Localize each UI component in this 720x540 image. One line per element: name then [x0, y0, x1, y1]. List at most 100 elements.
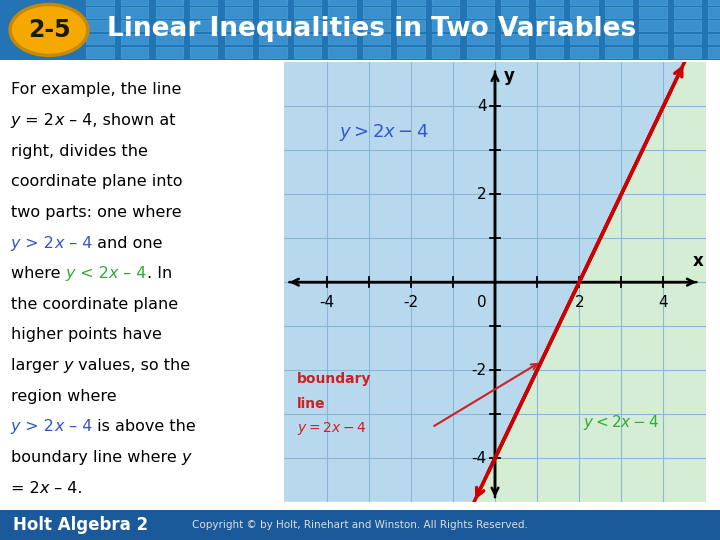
Text: 0: 0 [477, 295, 487, 310]
Bar [190, 33, 217, 44]
Bar [467, 7, 494, 18]
Text: coordinate plane into: coordinate plane into [11, 174, 182, 190]
Bar [190, 21, 217, 31]
Text: – 4, shown at: – 4, shown at [63, 113, 175, 128]
Text: – 4: – 4 [63, 420, 92, 434]
Bar [536, 47, 563, 58]
Bar [86, 47, 114, 58]
Text: y: y [66, 266, 75, 281]
Bar [536, 0, 563, 5]
Bar [86, 7, 114, 18]
Bar [501, 0, 528, 5]
Text: x: x [54, 420, 63, 434]
Bar [397, 21, 425, 31]
Bar [708, 7, 720, 18]
Bar [156, 33, 183, 44]
Bar [674, 47, 701, 58]
Bar [328, 0, 356, 5]
Bar [432, 7, 459, 18]
Text: x: x [40, 481, 49, 496]
Bar [432, 47, 459, 58]
Bar [225, 33, 252, 44]
Text: -2: -2 [403, 295, 418, 310]
Text: is above the: is above the [92, 420, 196, 434]
Bar [639, 7, 667, 18]
Bar [259, 7, 287, 18]
Bar [570, 0, 598, 5]
Bar [363, 47, 390, 58]
Bar [501, 47, 528, 58]
Text: $y < 2x - 4$: $y < 2x - 4$ [583, 414, 660, 433]
Text: boundary line where: boundary line where [11, 450, 181, 465]
Text: higher points have: higher points have [11, 327, 162, 342]
Bar [674, 21, 701, 31]
Bar [467, 47, 494, 58]
Text: two parts: one where: two parts: one where [11, 205, 181, 220]
Bar [708, 0, 720, 5]
Text: values, so the: values, so the [73, 358, 190, 373]
Bar [501, 21, 528, 31]
Bar [294, 21, 321, 31]
Bar [156, 7, 183, 18]
Text: y: y [11, 420, 20, 434]
Text: y: y [504, 68, 515, 85]
Bar [121, 0, 148, 5]
Bar [674, 7, 701, 18]
Bar [363, 7, 390, 18]
Bar [156, 21, 183, 31]
Bar [328, 33, 356, 44]
Bar [259, 21, 287, 31]
Bar [536, 21, 563, 31]
Bar [570, 21, 598, 31]
Text: – 4: – 4 [118, 266, 147, 281]
Text: larger: larger [11, 358, 63, 373]
Text: 2: 2 [477, 187, 487, 201]
Text: x: x [54, 235, 63, 251]
Text: where: where [11, 266, 66, 281]
Bar [121, 33, 148, 44]
Bar [259, 47, 287, 58]
Bar [432, 33, 459, 44]
Text: 2-5: 2-5 [27, 18, 71, 42]
Bar [639, 21, 667, 31]
Text: > 2: > 2 [20, 235, 54, 251]
Bar [363, 33, 390, 44]
Text: the coordinate plane: the coordinate plane [11, 297, 178, 312]
Bar [294, 7, 321, 18]
Text: Copyright © by Holt, Rinehart and Winston. All Rights Reserved.: Copyright © by Holt, Rinehart and Winsto… [192, 520, 528, 530]
Bar [397, 47, 425, 58]
Text: boundary: boundary [297, 373, 372, 387]
Bar [86, 33, 114, 44]
Text: – 4: – 4 [63, 235, 92, 251]
Text: -4: -4 [472, 451, 487, 465]
Text: y: y [11, 235, 20, 251]
Bar [363, 21, 390, 31]
Text: and one: and one [92, 235, 163, 251]
Bar [467, 33, 494, 44]
Bar [501, 7, 528, 18]
Bar [190, 7, 217, 18]
Text: 4: 4 [659, 295, 668, 310]
Bar [294, 33, 321, 44]
Text: -4: -4 [319, 295, 334, 310]
Text: line: line [297, 396, 325, 410]
Bar [121, 21, 148, 31]
Bar [605, 7, 632, 18]
Text: < 2: < 2 [75, 266, 109, 281]
Text: . In: . In [147, 266, 172, 281]
Bar [225, 47, 252, 58]
Bar [708, 21, 720, 31]
Text: $y = 2x - 4$: $y = 2x - 4$ [297, 420, 366, 437]
Bar [328, 47, 356, 58]
Bar [190, 47, 217, 58]
Bar [397, 7, 425, 18]
Text: Linear Inequalities in Two Variables: Linear Inequalities in Two Variables [107, 16, 636, 42]
Bar [156, 47, 183, 58]
Bar [708, 47, 720, 58]
Bar [605, 33, 632, 44]
Bar [86, 21, 114, 31]
Bar [674, 33, 701, 44]
Text: y: y [181, 450, 192, 465]
Bar [570, 33, 598, 44]
Bar [708, 33, 720, 44]
